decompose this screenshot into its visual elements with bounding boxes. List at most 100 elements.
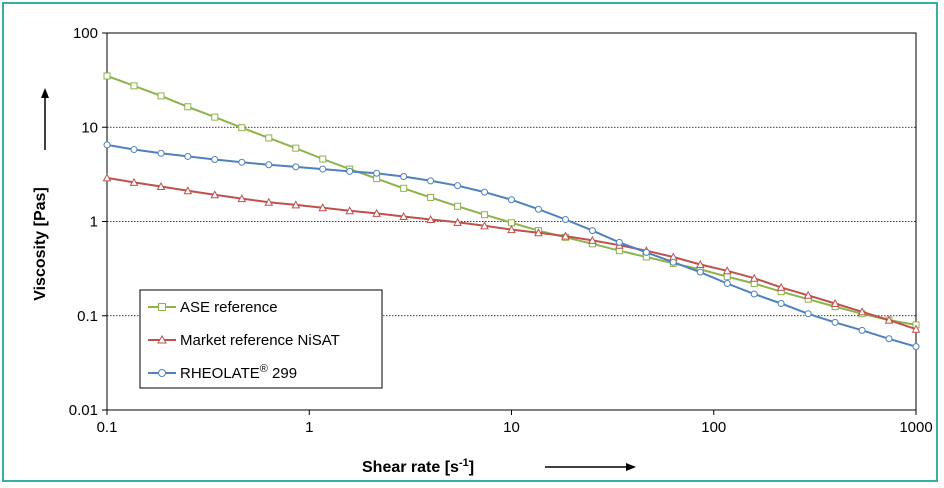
- data-point: [831, 318, 839, 326]
- x-axis-arrowhead: [626, 463, 636, 471]
- data-point: [102, 173, 112, 182]
- y-tick-label: 10: [81, 119, 98, 136]
- data-point: [561, 216, 569, 224]
- data-point: [130, 146, 138, 154]
- data-point: [399, 211, 408, 220]
- data-point: [776, 282, 786, 291]
- y-tick-label: 0.1: [77, 308, 98, 325]
- data-point: [426, 214, 435, 224]
- y-tick-label: 0.01: [69, 402, 98, 419]
- series-layer: [102, 72, 921, 351]
- series-2: [103, 141, 920, 351]
- data-point: [156, 181, 166, 191]
- data-point: [211, 113, 219, 121]
- data-point: [184, 152, 192, 160]
- data-point: [481, 211, 489, 219]
- data-point: [857, 307, 867, 316]
- legend-label-ase: ASE reference: [180, 299, 278, 316]
- y-axis-title-group: Viscosity [Pas]: [32, 88, 49, 301]
- data-point: [265, 134, 273, 142]
- data-point: [696, 268, 704, 276]
- data-point: [157, 149, 165, 157]
- data-point: [183, 186, 193, 195]
- data-point: [481, 188, 489, 196]
- data-point: [453, 217, 462, 226]
- x-tick-label: 0.1: [97, 419, 118, 436]
- x-axis-title-group: Shear rate [s-1]: [362, 457, 636, 476]
- data-point: [319, 155, 327, 163]
- data-point: [695, 259, 705, 268]
- data-point: [157, 92, 165, 100]
- x-tick-label: 100: [701, 419, 726, 436]
- data-point: [372, 208, 381, 217]
- data-point: [210, 190, 220, 199]
- data-point: [642, 248, 650, 256]
- data-point: [749, 273, 759, 282]
- data-point: [507, 225, 516, 234]
- legend-item-rheolate: RHEOLATE® 299: [148, 363, 297, 382]
- x-tick-label: 10: [503, 419, 520, 436]
- data-point: [723, 273, 731, 281]
- data-point: [669, 258, 677, 266]
- data-point: [427, 193, 435, 201]
- y-tick-label: 1: [90, 214, 98, 231]
- legend-item-ase: ASE reference: [148, 299, 278, 316]
- data-point: [345, 206, 355, 215]
- data-point: [911, 324, 921, 333]
- data-point: [292, 144, 300, 152]
- x-axis-title: Shear rate [s-1]: [362, 457, 474, 476]
- data-point: [723, 279, 731, 287]
- data-point: [804, 310, 812, 318]
- data-point: [103, 141, 111, 149]
- data-point: [319, 165, 327, 173]
- data-point: [346, 167, 354, 175]
- y-axis-title: Viscosity [Pas]: [32, 187, 49, 301]
- legend-label-rheolate: RHEOLATE® 299: [180, 363, 297, 382]
- data-point: [588, 227, 596, 235]
- data-point: [427, 177, 435, 185]
- data-point: [777, 299, 785, 307]
- data-point: [534, 205, 542, 213]
- data-point: [400, 184, 408, 192]
- data-point: [830, 298, 840, 307]
- data-point: [561, 231, 570, 240]
- legend-item-nisat: Market reference NiSAT: [148, 332, 340, 349]
- x-tick-label: 1: [305, 419, 313, 436]
- data-point: [508, 196, 515, 204]
- data-point: [534, 228, 543, 237]
- data-point: [885, 335, 893, 343]
- legend-marker-rheolate: [158, 369, 166, 377]
- data-point: [480, 221, 489, 230]
- data-point: [211, 155, 219, 163]
- y-axis-arrowhead: [41, 88, 49, 98]
- x-tick-label: 1000: [899, 419, 932, 436]
- data-point: [400, 173, 408, 181]
- data-point: [803, 290, 813, 299]
- chart-frame: [2, 2, 938, 482]
- data-point: [292, 163, 300, 171]
- data-point: [508, 219, 515, 227]
- data-point: [237, 194, 247, 203]
- data-point: [291, 200, 301, 209]
- data-point: [858, 326, 866, 334]
- data-point: [265, 161, 273, 169]
- y-tick-label: 100: [73, 25, 98, 42]
- data-point: [912, 343, 920, 351]
- data-point: [750, 290, 758, 298]
- data-point: [884, 315, 894, 324]
- legend-box: [139, 289, 383, 389]
- data-point: [454, 202, 462, 210]
- data-point: [130, 82, 138, 90]
- legend-marker-ase: [158, 303, 166, 311]
- data-point: [318, 203, 328, 212]
- data-point: [238, 124, 246, 132]
- data-point: [454, 182, 462, 190]
- data-point: [588, 235, 597, 244]
- legend-label-nisat: Market reference NiSAT: [180, 332, 340, 349]
- data-point: [103, 72, 111, 80]
- legend-marker-nisat: [157, 334, 167, 344]
- data-point: [722, 266, 732, 275]
- data-point: [373, 169, 381, 177]
